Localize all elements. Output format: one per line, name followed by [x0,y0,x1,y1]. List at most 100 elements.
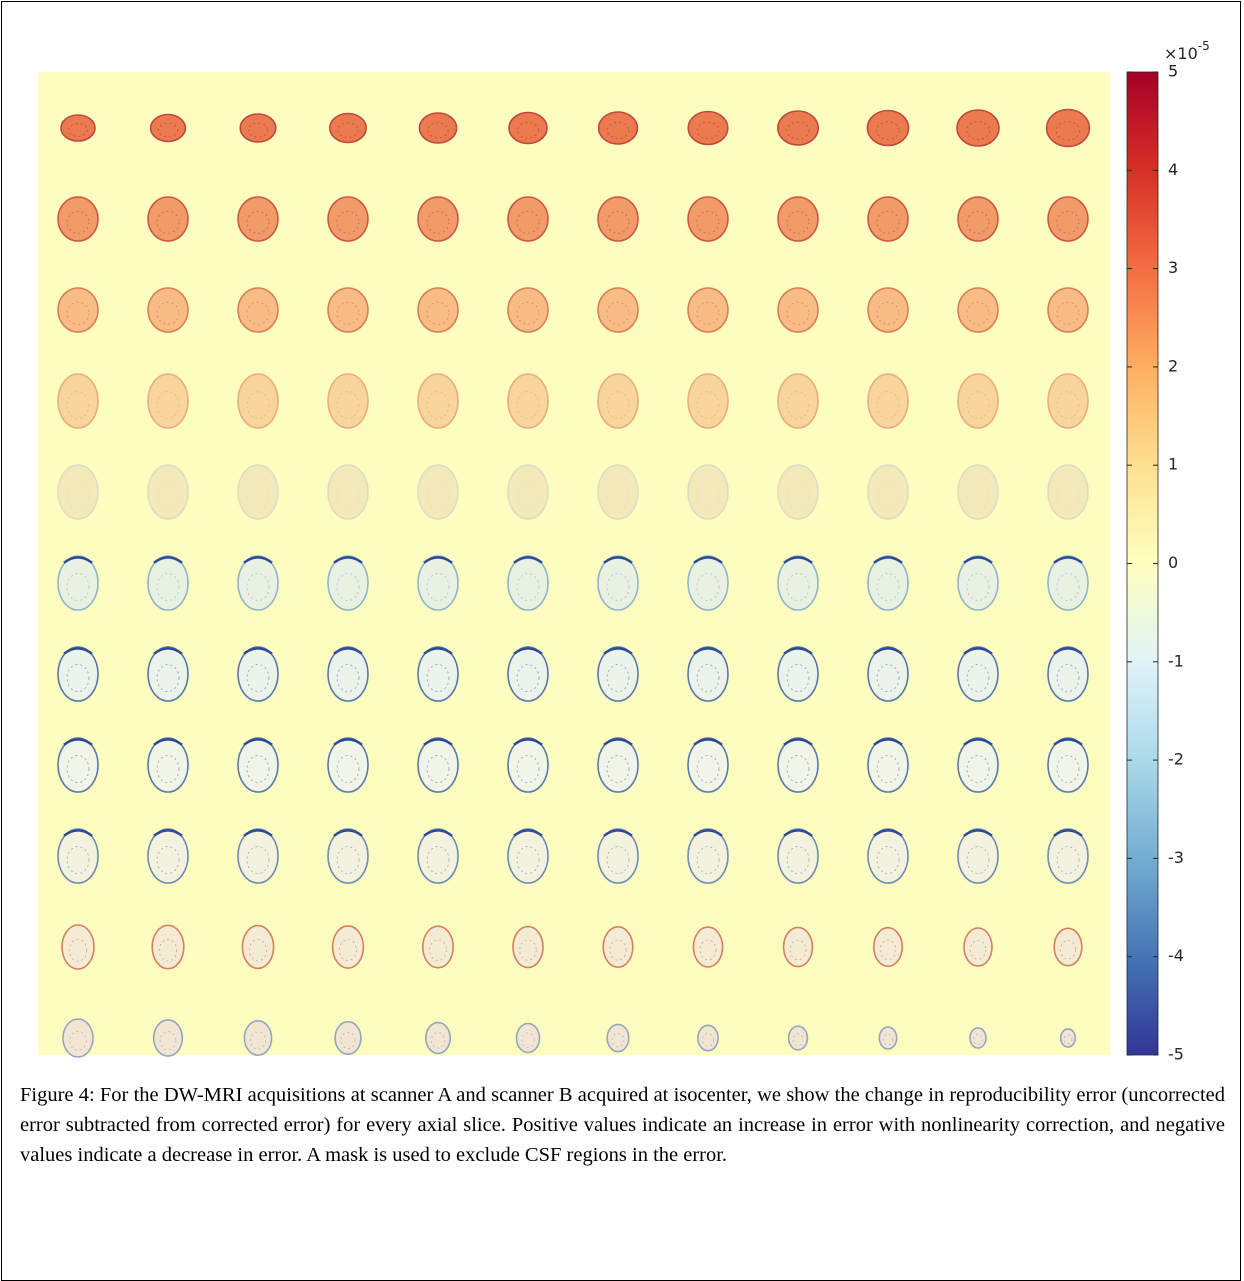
brain-slice [598,197,638,241]
colorbar-exponent: ×10-5 [1164,39,1210,63]
brain-slice [238,465,278,519]
brain-slice [868,829,908,883]
brain-slice [151,115,186,142]
brain-slice [238,556,278,610]
brain-slice [508,556,548,610]
brain-slice [598,465,638,519]
brain-slice [1048,465,1088,519]
brain-slice [789,1026,808,1050]
brain-slice [598,829,638,883]
caption: Figure 4: For the DW-MRI acquisitions at… [20,1080,1225,1170]
brain-slice [423,926,453,968]
brain-slice [328,556,368,610]
brain-slice [58,738,98,792]
brain-slice [509,113,547,144]
brain-slice [688,738,728,792]
brain-slice [418,197,458,241]
brain-slice [688,288,728,332]
brain-slice [598,288,638,332]
tick-label: 4 [1168,160,1178,179]
brain-slice [778,647,818,701]
brain-slice [879,1027,896,1049]
brain-slice [238,374,278,428]
brain-slice [688,829,728,883]
brain-slice [418,738,458,792]
brain-slice [62,925,94,969]
exponent-base: ×10 [1164,44,1198,63]
brain-slice [328,374,368,428]
brain-slice [688,647,728,701]
brain-slice [148,738,188,792]
brain-slice [418,829,458,883]
brain-slice [1048,288,1088,332]
tick-label: 5 [1168,62,1178,81]
brain-slice [148,374,188,428]
tick-label: -1 [1168,651,1184,670]
brain-slice [330,114,366,143]
brain-slice [1048,374,1088,428]
brain-slice [958,288,998,332]
brain-slice [508,829,548,883]
page: {"figure": { "colorbar": { "lim": [-5, 5… [0,0,1244,1274]
brain-slice [958,465,998,519]
brain-slice [240,114,276,142]
brain-slice [244,1021,271,1055]
brain-slice [513,927,543,968]
brain-slice [698,1025,718,1050]
brain-slice [1048,738,1088,792]
brain-slice [517,1024,540,1053]
tick-label: 1 [1168,455,1178,474]
brain-slice [958,556,998,610]
brain-slice [868,288,908,332]
brain-slice [328,829,368,883]
brain-slice [964,928,992,966]
brain-slice [508,374,548,428]
brain-slice [970,1028,986,1048]
exponent-power: -5 [1198,39,1210,53]
brain-slice [328,288,368,332]
brain-slice [1047,110,1090,147]
brain-slice [778,556,818,610]
brain-slice [778,111,818,145]
brain-slice [599,112,638,144]
brain-slice [148,829,188,883]
brain-slice [868,738,908,792]
brain-slice [418,288,458,332]
brain-slice [778,738,818,792]
brain-slice [958,829,998,883]
tick-label: 0 [1168,553,1178,572]
slice-montage [38,72,1110,1055]
brain-slice [1048,647,1088,701]
brain-slice [508,288,548,332]
brain-slice [688,112,728,145]
tick-label: -3 [1168,848,1184,867]
brain-slice [152,925,184,968]
brain-slice [238,288,278,332]
brain-slice [598,738,638,792]
brain-slice [58,647,98,701]
brain-slice [778,197,818,241]
brain-slice [957,110,999,146]
brain-slice [868,465,908,519]
brain-slice [868,374,908,428]
brain-slice [418,465,458,519]
brain-slice [418,556,458,610]
brain-slice [607,1024,629,1051]
brain-slice [148,647,188,701]
brain-slice [693,927,722,967]
brain-slice [598,374,638,428]
brain-slice [58,829,98,883]
brain-slice [508,197,548,241]
brain-slice [328,647,368,701]
brain-slice [778,374,818,428]
tick-label: 3 [1168,258,1178,277]
brain-slice [238,197,278,241]
brain-slice [958,647,998,701]
tick-label: 2 [1168,356,1178,375]
brain-slice [688,374,728,428]
brain-slice [868,197,908,241]
brain-slice [58,465,98,519]
brain-slice [148,465,188,519]
brain-slice [688,556,728,610]
brain-slice [958,374,998,428]
